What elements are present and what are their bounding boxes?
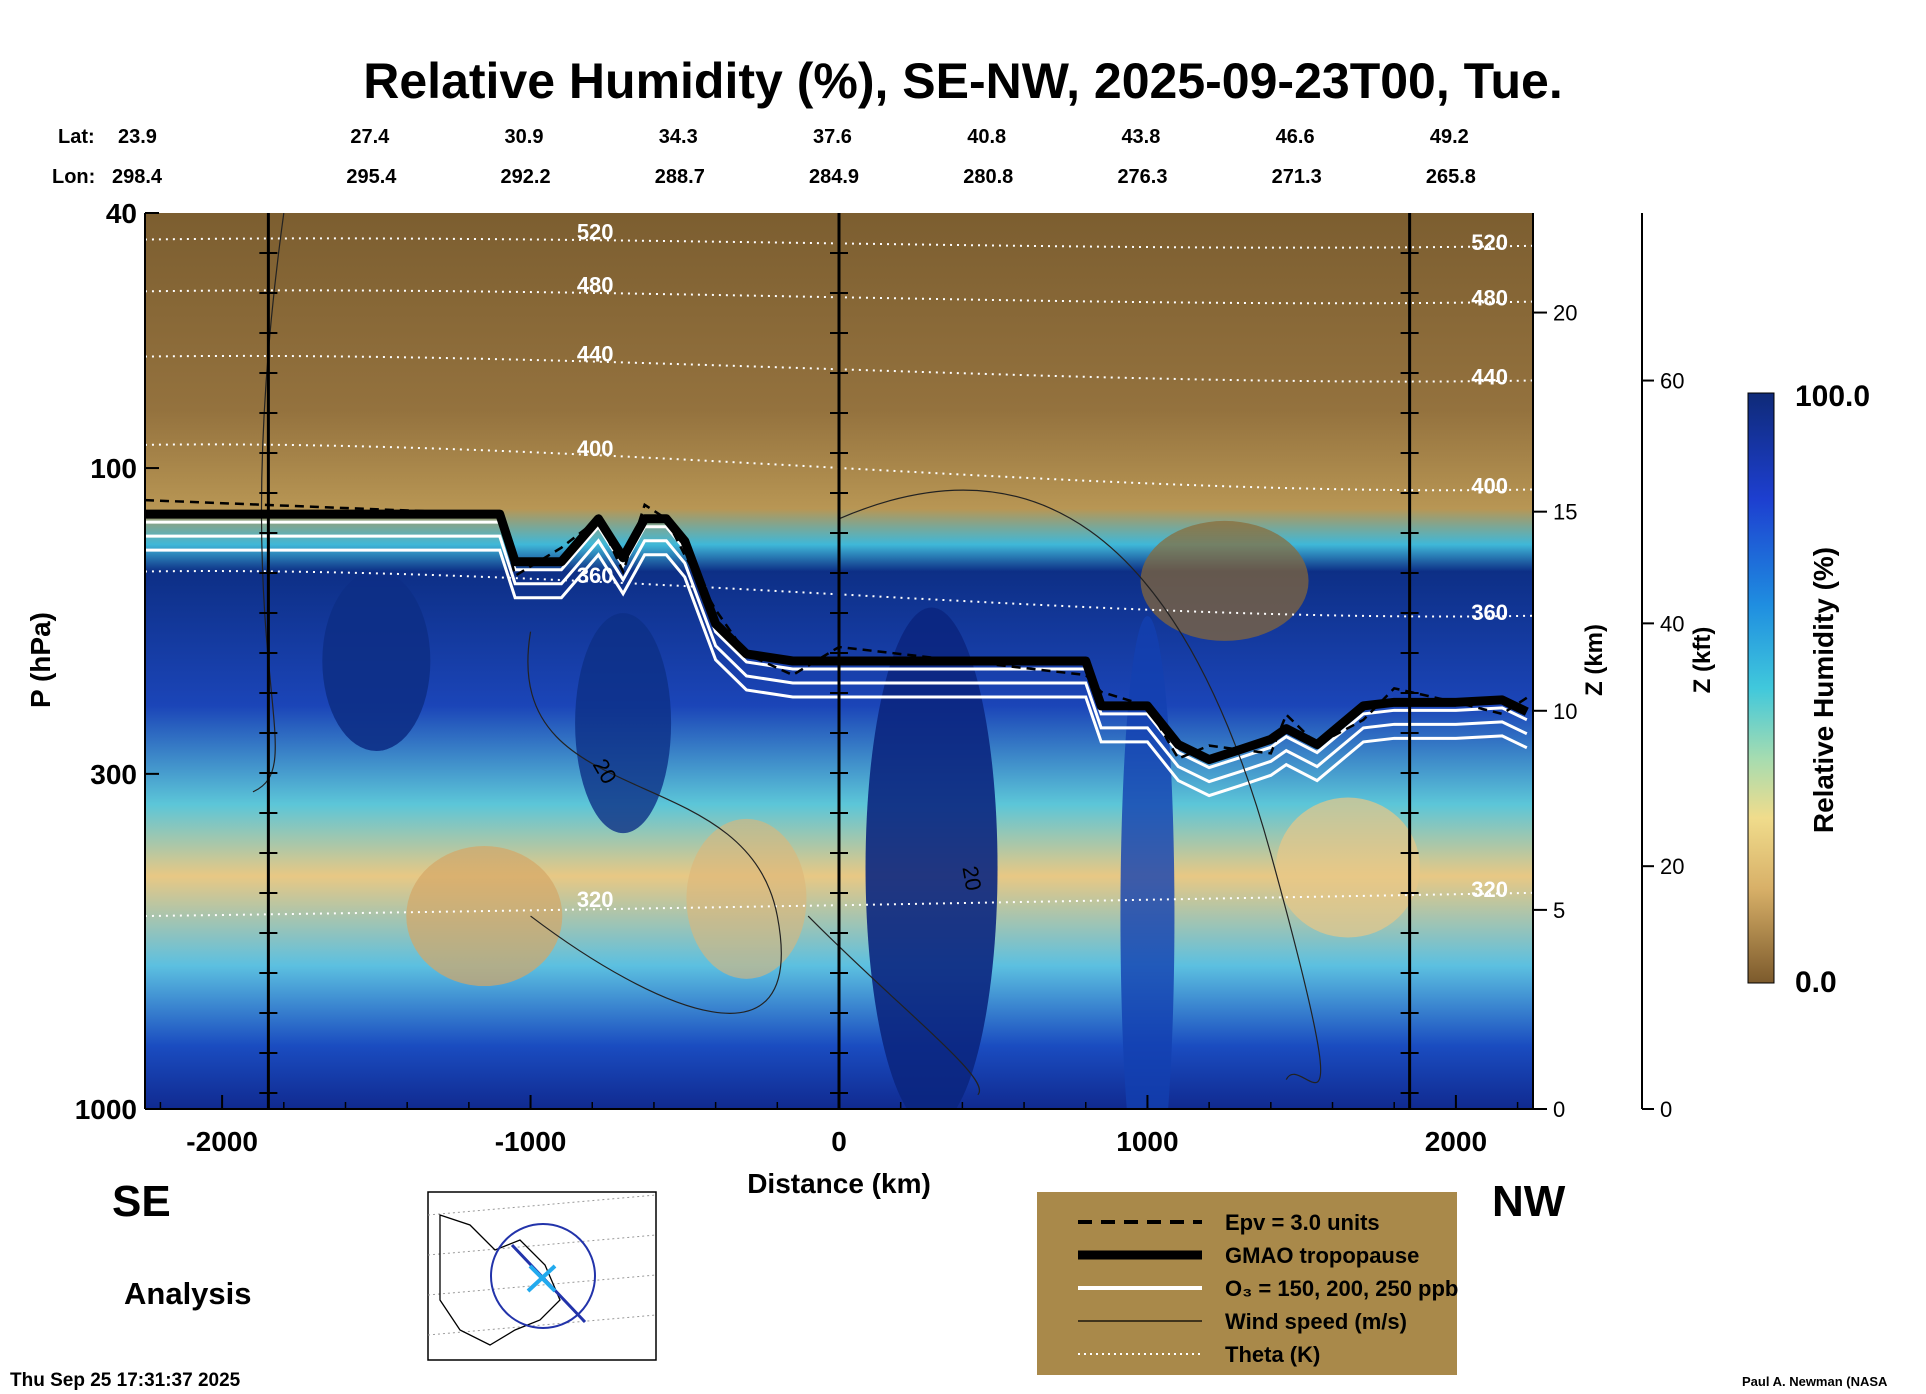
theta-label: 480 xyxy=(1471,286,1508,311)
theta-label: 320 xyxy=(577,887,614,912)
lon-value: 276.3 xyxy=(1117,166,1168,188)
theta-label: 440 xyxy=(577,342,614,367)
lat-value: 30.9 xyxy=(504,126,544,148)
legend-entry: GMAO tropopause xyxy=(1225,1243,1419,1268)
map-gridline xyxy=(427,1194,657,1216)
theta-label: 360 xyxy=(1471,600,1508,625)
theta-label: 400 xyxy=(1471,473,1508,498)
rh-feature xyxy=(686,818,807,979)
lon-value: 280.8 xyxy=(963,166,1014,188)
lon-label: Lon: xyxy=(52,166,96,188)
wind-speed-label: 20 xyxy=(957,864,986,892)
p-tick-label: 100 xyxy=(90,453,137,484)
rh-feature xyxy=(1275,797,1420,938)
gmao-tropopause-line xyxy=(145,509,1529,765)
p-tick-label: 1000 xyxy=(75,1094,137,1125)
theta-label: 520 xyxy=(577,219,614,244)
rh-feature xyxy=(1140,520,1309,641)
map-gridline xyxy=(427,1314,657,1336)
colorbar-min-label: 0.0 xyxy=(1795,966,1837,999)
z-kft-tick-label: 60 xyxy=(1660,369,1684,394)
z-km-tick-label: 20 xyxy=(1553,301,1577,326)
p-axis-label: P (hPa) xyxy=(25,612,56,708)
lat-value: 49.2 xyxy=(1429,126,1469,148)
z-kft-tick-label: 0 xyxy=(1660,1097,1672,1122)
theta-label: 320 xyxy=(1471,877,1508,902)
lat-value: 37.6 xyxy=(813,126,852,148)
lat-value: 27.4 xyxy=(350,126,390,148)
lon-value: 292.2 xyxy=(500,166,551,188)
rh-feature xyxy=(865,607,998,1109)
chart-title: Relative Humidity (%), SE-NW, 2025-09-23… xyxy=(363,53,1563,109)
z-km-axis-label: Z (km) xyxy=(1581,624,1608,696)
x-tick-label: 0 xyxy=(831,1126,847,1157)
theta-label: 400 xyxy=(577,436,614,461)
lat-value: 23.9 xyxy=(118,126,157,148)
rh-feature xyxy=(406,846,563,987)
lon-value: 295.4 xyxy=(346,166,397,188)
colorbar-max-label: 100.0 xyxy=(1795,380,1870,413)
theta-label: 520 xyxy=(1471,230,1508,255)
theta-label: 480 xyxy=(577,272,614,297)
z-km-tick-label: 15 xyxy=(1553,500,1577,525)
ozone-contour xyxy=(145,534,1528,784)
lat-value: 34.3 xyxy=(658,126,698,148)
analysis-label: Analysis xyxy=(124,1276,252,1311)
legend-entry: Epv = 3.0 units xyxy=(1225,1210,1380,1235)
ozone-contour xyxy=(145,548,1528,798)
rh-feature xyxy=(1120,616,1175,1109)
z-kft-axis-label: Z (kft) xyxy=(1689,627,1716,694)
lon-value: 284.9 xyxy=(809,166,860,188)
map-gridline xyxy=(427,1274,657,1296)
legend-entry: Wind speed (m/s) xyxy=(1225,1309,1407,1334)
map-center-marker xyxy=(528,1264,557,1293)
x-tick-label: 1000 xyxy=(1116,1126,1178,1157)
lat-label: Lat: xyxy=(58,126,95,148)
z-km-tick-label: 5 xyxy=(1553,898,1565,923)
legend-entry: Theta (K) xyxy=(1225,1342,1320,1367)
lat-value: 46.6 xyxy=(1275,126,1315,148)
theta-label: 440 xyxy=(1471,364,1508,389)
legend-entry: O₃ = 150, 200, 250 ppb xyxy=(1225,1276,1458,1301)
colorbar xyxy=(1747,392,1775,984)
credit: Paul A. Newman (NASA xyxy=(1742,1374,1888,1389)
rh-feature xyxy=(575,613,672,834)
z-km-tick-label: 0 xyxy=(1553,1097,1565,1122)
x-axis-label: Distance (km) xyxy=(747,1168,931,1199)
lat-value: 43.8 xyxy=(1121,126,1161,148)
z-kft-tick-label: 20 xyxy=(1660,854,1684,879)
map-coastline xyxy=(439,1214,561,1346)
colorbar-label: Relative Humidity (%) xyxy=(1808,547,1839,833)
p-tick-label: 40 xyxy=(106,198,137,229)
p-tick-label: 300 xyxy=(90,759,137,790)
lon-value: 271.3 xyxy=(1271,166,1322,188)
map-gridline xyxy=(427,1234,657,1256)
z-kft-tick-label: 40 xyxy=(1660,611,1684,636)
wind-speed-contour xyxy=(807,915,981,1096)
rh-feature xyxy=(322,571,431,751)
side-label-nw: NW xyxy=(1492,1177,1566,1226)
lon-value: 265.8 xyxy=(1425,166,1476,188)
side-label-se: SE xyxy=(112,1177,171,1226)
x-tick-label: -1000 xyxy=(495,1126,567,1157)
lat-value: 40.8 xyxy=(967,126,1007,148)
z-km-tick-label: 10 xyxy=(1553,699,1577,724)
wind-speed-contour xyxy=(838,489,1322,1084)
x-tick-label: -2000 xyxy=(186,1126,258,1157)
wind-speed-contour xyxy=(527,631,782,1014)
x-tick-label: 2000 xyxy=(1425,1126,1487,1157)
map-range-circle xyxy=(490,1223,596,1329)
timestamp: Thu Sep 25 17:31:37 2025 xyxy=(10,1370,241,1391)
lon-value: 288.7 xyxy=(654,166,705,188)
lon-value: 298.4 xyxy=(112,166,163,188)
